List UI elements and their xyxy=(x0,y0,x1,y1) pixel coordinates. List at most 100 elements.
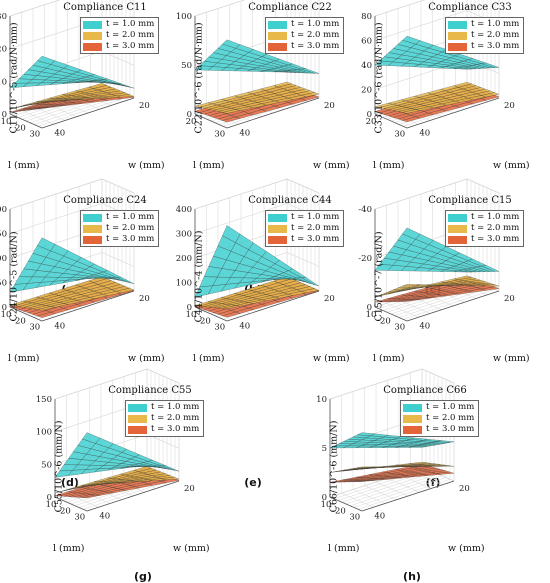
grid-line xyxy=(9,0,134,17)
legend-entry: t = 1.0 mm xyxy=(448,212,519,223)
surface-plot: 0501001502001020302040 xyxy=(0,178,150,333)
grid-line xyxy=(387,478,420,493)
legend-entry: t = 3.0 mm xyxy=(448,234,519,245)
z-axis-label: C66/10^-6 (mm/N) xyxy=(328,420,340,513)
legend-entry: t = 2.0 mm xyxy=(83,223,154,234)
surface-series xyxy=(194,81,320,114)
axes: 0 50 100 20 30 20 40 xyxy=(176,12,335,140)
legend-entry: t = 2.0 mm xyxy=(83,30,154,41)
l-tick-label: 30 xyxy=(29,323,40,333)
legend-swatch xyxy=(268,42,287,51)
legend-entry: t = 2.0 mm xyxy=(268,30,339,41)
w-axis-label: w (mm) xyxy=(173,543,210,554)
w-tick-label: 40 xyxy=(54,129,65,139)
w-axis-label: w (mm) xyxy=(493,353,530,364)
surface-plot: 0 50 100 20 30 20 40 xyxy=(176,0,335,140)
l-tick-label: 30 xyxy=(349,513,360,523)
legend-entry: t = 1.0 mm xyxy=(83,212,154,223)
l-axis-line xyxy=(9,113,43,129)
legend-swatch xyxy=(268,31,287,40)
l-axis-line xyxy=(374,306,408,322)
legend-swatch xyxy=(83,31,102,40)
legend-label: t = 3.0 mm xyxy=(291,234,340,244)
z-axis-label: C24/10^-5 (rad/N) xyxy=(8,231,20,322)
legend-swatch xyxy=(83,224,102,233)
legend-swatch xyxy=(128,425,147,434)
legend: t = 1.0 mm t = 2.0 mm t = 3.0 mm xyxy=(125,400,205,437)
grid-line xyxy=(194,178,320,210)
legend-label: t = 2.0 mm xyxy=(426,413,475,423)
surface-series xyxy=(9,276,135,311)
grid-line xyxy=(374,0,499,17)
l-tick-label: 20 xyxy=(186,117,197,127)
z-tick-label: 0 xyxy=(2,110,7,120)
legend-swatch xyxy=(268,224,287,233)
w-tick-label: 20 xyxy=(459,484,470,494)
w-tick-label: 40 xyxy=(374,512,385,522)
legend-label: t = 2.0 mm xyxy=(291,30,340,40)
chart-title: Compliance C15 xyxy=(428,195,512,206)
legend-entry: t = 1.0 mm xyxy=(128,402,199,413)
l-tick-label: 30 xyxy=(74,513,85,523)
legend: t = 1.0 mm t = 2.0 mm t = 3.0 mm xyxy=(445,17,525,54)
z-tick-label: 400 xyxy=(176,205,192,215)
l-axis-label: l (mm) xyxy=(373,353,405,364)
legend-label: t = 3.0 mm xyxy=(106,234,155,244)
grid-line xyxy=(194,0,319,17)
legend-label: t = 2.0 mm xyxy=(471,30,520,40)
z-tick-label: 30 xyxy=(0,12,7,22)
w-axis-label: w (mm) xyxy=(128,160,165,171)
l-axis-label: l (mm) xyxy=(373,160,405,171)
legend-label: t = 1.0 mm xyxy=(291,19,340,29)
z-tick-label: -40 xyxy=(358,205,372,215)
legend-entry: t = 2.0 mm xyxy=(268,223,339,234)
surface-patch xyxy=(273,276,292,280)
l-tick-label: 30 xyxy=(214,130,225,140)
surface-series xyxy=(329,463,455,483)
panel-label: (d) xyxy=(61,476,79,489)
grid-line xyxy=(341,472,435,503)
legend-label: t = 1.0 mm xyxy=(426,402,475,412)
surface-patch xyxy=(133,464,152,467)
surface-patch xyxy=(453,275,472,280)
w-axis-line xyxy=(361,480,455,512)
legend-label: t = 1.0 mm xyxy=(151,402,200,412)
surface-patch xyxy=(453,270,472,273)
surface-series xyxy=(329,461,455,473)
z-axis-label: C11/10^-5 (rad/N·mm) xyxy=(8,22,20,134)
legend-swatch xyxy=(83,213,102,222)
l-axis-line xyxy=(9,306,43,322)
z-tick-label: 200 xyxy=(176,254,192,264)
z-tick-label: 0 xyxy=(187,303,192,313)
legend-entry: t = 3.0 mm xyxy=(448,41,519,52)
chart-title: Compliance C66 xyxy=(383,385,467,396)
surface-patch xyxy=(88,83,107,89)
z-tick-label: 40 xyxy=(361,61,372,71)
chart-title: Compliance C24 xyxy=(63,195,147,206)
l-tick-label: 10 xyxy=(1,310,12,320)
l-axis-line xyxy=(374,113,408,129)
legend: t = 1.0 mm t = 2.0 mm t = 3.0 mm xyxy=(400,400,480,437)
z-axis-label: C22/10^-6 (rad/N·mm) xyxy=(193,22,205,134)
legend-label: t = 3.0 mm xyxy=(426,424,475,434)
w-tick-label: 20 xyxy=(184,484,195,494)
l-tick-label: 10 xyxy=(46,500,57,510)
l-tick-label: 30 xyxy=(214,323,225,333)
z-axis-label: C55/10^-6 (mm/N) xyxy=(53,420,65,513)
w-axis-label: w (mm) xyxy=(128,353,165,364)
legend-label: t = 1.0 mm xyxy=(471,19,520,29)
w-axis-label: w (mm) xyxy=(448,543,485,554)
legend-swatch xyxy=(403,403,422,412)
surface-series xyxy=(374,82,500,114)
grid-line xyxy=(54,368,180,400)
legend-entry: t = 3.0 mm xyxy=(83,41,154,52)
l-axis-line xyxy=(194,306,228,322)
z-tick-label: 0 xyxy=(367,110,372,120)
l-tick-label: 30 xyxy=(394,323,405,333)
surface-series xyxy=(194,39,320,74)
chart-panel: 0 50 100 20 30 20 40 Compliance C22 C22/10^-6 (r… xyxy=(176,0,370,190)
